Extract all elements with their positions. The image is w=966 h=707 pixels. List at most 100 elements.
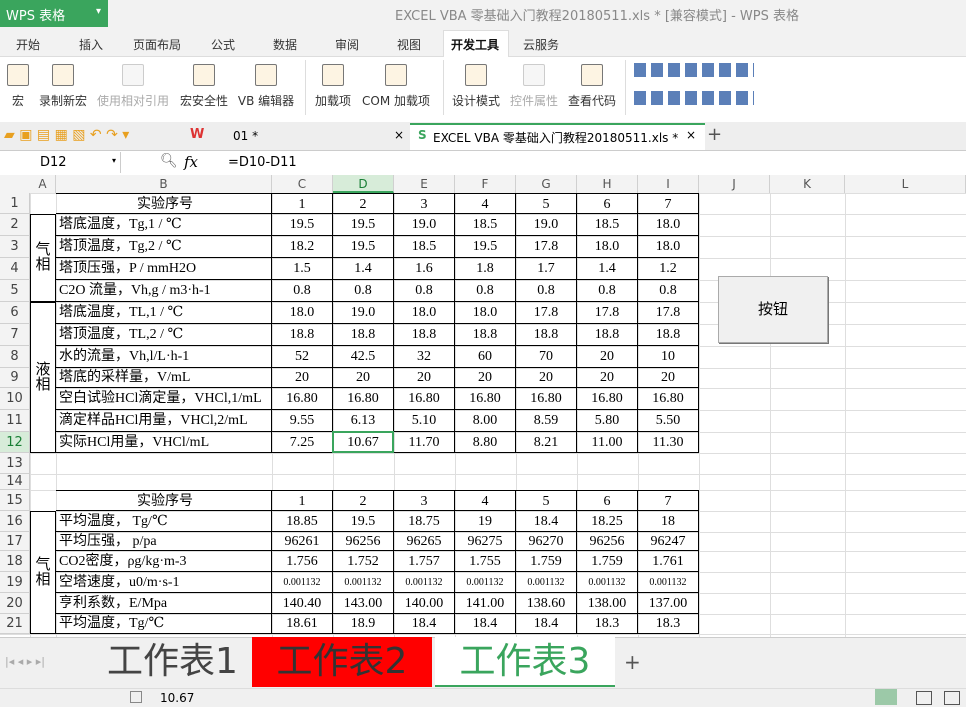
cell-value: 19.0	[516, 214, 577, 236]
grid-line	[0, 410, 966, 411]
app-name[interactable]: WPS 表格	[6, 9, 66, 24]
cell-value: 138.60	[516, 593, 577, 614]
sheet-tab[interactable]: 工作表2	[252, 637, 432, 687]
row-header: 4	[0, 258, 30, 280]
ribbon-icon[interactable]	[193, 64, 215, 86]
search-icon[interactable]: 🔍︎	[160, 153, 178, 169]
grid-line	[0, 593, 966, 594]
cell-value: 7.25	[272, 432, 333, 453]
cell-value: 1.752	[333, 551, 394, 572]
row-header: 21	[0, 614, 30, 634]
cell-value: 18.0	[455, 302, 516, 324]
ribbon-icon[interactable]	[581, 64, 603, 86]
ribbon-label[interactable]: VB 编辑器	[237, 94, 295, 108]
ribbon-label[interactable]: 宏	[11, 94, 25, 108]
cell-label: 水的流量，Vh,l/L·h-1	[56, 346, 272, 368]
ribbon-icon[interactable]	[52, 64, 74, 86]
ribbon-label[interactable]: 控件属性	[509, 94, 559, 108]
ribbon-icon[interactable]	[523, 64, 545, 86]
cell-value: 0.001132	[516, 572, 577, 593]
cell-value: 18.8	[455, 324, 516, 346]
grid-line	[699, 193, 700, 637]
view-layout[interactable]	[916, 691, 932, 705]
control-icons[interactable]	[634, 91, 754, 105]
menu-item[interactable]: 公式	[211, 38, 236, 52]
menu-item[interactable]: 开始	[16, 38, 41, 52]
view-normal[interactable]	[875, 689, 897, 705]
row-header: 7	[0, 324, 30, 346]
cell-value: 0.001132	[638, 572, 699, 593]
cell-value: 5.50	[638, 410, 699, 432]
doc-icon: S	[418, 128, 427, 142]
app-menu[interactable]	[0, 0, 108, 27]
doc-tab-active[interactable]	[410, 123, 705, 150]
toolbar-icons[interactable]: ▰ ▣ ▤ ▦ ▧ ↶ ↷ ▾	[4, 127, 130, 143]
control-icons[interactable]	[634, 63, 754, 77]
doc-tab[interactable]	[185, 123, 411, 149]
cell-value: 18	[638, 511, 699, 532]
ribbon-label[interactable]: 使用相对引用	[96, 94, 170, 108]
sheet-nav[interactable]: |◂ ◂ ▸ ▸|	[5, 655, 45, 668]
ribbon-icon[interactable]	[465, 64, 487, 86]
ribbon-icon[interactable]	[7, 64, 29, 86]
window-title: EXCEL VBA 零基础入门教程20180511.xls * [兼容模式] -…	[395, 9, 799, 24]
grid-line	[638, 193, 639, 637]
active-tab-bg	[443, 30, 509, 58]
fx[interactable]: fx	[184, 153, 199, 171]
cell-label: 塔底的采样量，V/mL	[56, 368, 272, 388]
cell-label: 平均温度，Tg/℃	[56, 614, 272, 634]
ribbon-label[interactable]: 设计模式	[451, 94, 501, 108]
view-page[interactable]	[944, 691, 960, 705]
menu-item[interactable]: 页面布局	[133, 38, 182, 52]
doc-tab-label[interactable]: 01 *	[233, 129, 259, 143]
cell-value: 18.4	[516, 614, 577, 634]
menu-item[interactable]: 视图	[397, 38, 422, 52]
menu-item[interactable]: 开发工具	[451, 38, 500, 52]
name-box[interactable]	[0, 152, 121, 173]
grid-line	[0, 258, 966, 259]
cell-value: 42.5	[333, 346, 394, 368]
button[interactable]: 按钮	[718, 276, 828, 343]
menu-item[interactable]: 审阅	[335, 38, 360, 52]
app-arrow[interactable]: ▾	[96, 6, 102, 17]
ribbon-icon[interactable]	[122, 64, 144, 86]
col-header: I	[638, 175, 699, 193]
cell-value: 5	[516, 193, 577, 214]
name-arrow[interactable]: ▾	[112, 156, 117, 165]
row-header: 19	[0, 572, 30, 593]
sheet-tab-active[interactable]: 工作表3	[435, 637, 615, 687]
sheet-tab[interactable]: 工作表1	[107, 641, 238, 682]
ribbon-label[interactable]: 录制新宏	[38, 94, 88, 108]
cell-value: 20	[455, 368, 516, 388]
cell-value: 1.7	[516, 258, 577, 280]
add-sheet[interactable]: +	[624, 650, 641, 674]
cell-value: 16.80	[394, 388, 455, 410]
cell-value: 19.0	[333, 302, 394, 324]
ribbon-label[interactable]: 宏安全性	[179, 94, 229, 108]
doc-tab-label[interactable]: EXCEL VBA 零基础入门教程20180511.xls *	[433, 131, 679, 145]
cell-value: 20	[577, 346, 638, 368]
ribbon-label[interactable]: 加载项	[314, 94, 352, 108]
formula[interactable]: =D10-D11	[228, 155, 297, 170]
menu-item[interactable]: 云服务	[523, 38, 560, 52]
cell-value: 1.757	[394, 551, 455, 572]
cell-value: 18.25	[577, 511, 638, 532]
cell-value: 18.8	[394, 324, 455, 346]
cell-label: CO2密度，ρg/kg·m-3	[56, 551, 272, 572]
menu-item[interactable]: 插入	[79, 38, 104, 52]
cell-value: 32	[394, 346, 455, 368]
cell-value: 18.4	[455, 614, 516, 634]
new-tab[interactable]: +	[707, 124, 723, 145]
cell-name[interactable]: D12	[40, 155, 67, 170]
grid-line	[0, 324, 966, 325]
menu-item[interactable]: 数据	[273, 38, 298, 52]
cell-value: 17.8	[516, 302, 577, 324]
ribbon-label[interactable]: 查看代码	[567, 94, 617, 108]
ribbon-label[interactable]: COM 加载项	[362, 94, 430, 108]
cell-value: 1.4	[577, 258, 638, 280]
ribbon-icon[interactable]	[322, 64, 344, 86]
ribbon-icon[interactable]	[255, 64, 277, 86]
ribbon-icon[interactable]	[385, 64, 407, 86]
close-tab[interactable]: ×	[686, 128, 697, 142]
close-tab[interactable]: ×	[394, 128, 405, 142]
